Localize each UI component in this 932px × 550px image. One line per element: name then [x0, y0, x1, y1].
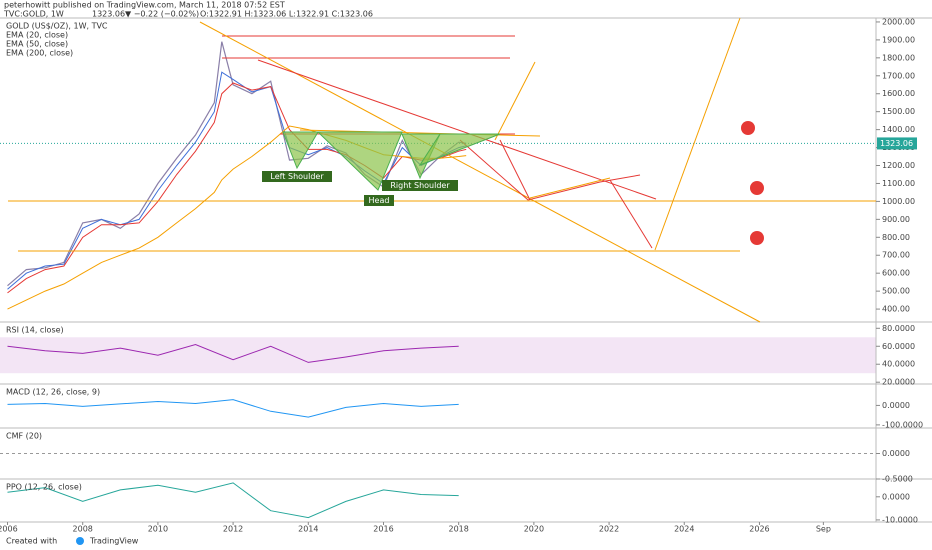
- y-tick-label: 80.0000: [882, 324, 915, 333]
- series-line: [7, 399, 459, 418]
- arrow: [494, 61, 536, 141]
- legend-entry: EMA (20, close): [6, 31, 68, 40]
- panel-title: CMF (20): [6, 432, 42, 441]
- arrow: [654, 17, 741, 251]
- y-tick-label: 1100.00: [882, 179, 915, 188]
- price-box: [877, 137, 917, 150]
- ohlc: O:1322.91 H:1323.06 L:1322.91 C:1323.06: [200, 10, 373, 19]
- legend-entry: EMA (200, close): [6, 49, 73, 58]
- pattern: [316, 131, 403, 191]
- y-tick-label: 400.00: [882, 305, 910, 314]
- y-tick-label: 40.0000: [882, 360, 915, 369]
- trendline: [299, 129, 541, 137]
- x-tick-label: 2014: [298, 525, 318, 534]
- rsi-band: [0, 337, 876, 374]
- x-tick-label: 2008: [73, 525, 93, 534]
- y-tick-label: 800.00: [882, 233, 910, 242]
- y-tick-label: 700.00: [882, 251, 910, 260]
- y-tick-label: 1600.00: [882, 89, 915, 98]
- x-tick-label: 2020: [524, 525, 544, 534]
- annotation: Head: [369, 196, 390, 205]
- y-tick-label: -100.0000: [882, 420, 923, 429]
- series-line: [7, 125, 467, 310]
- panel-title: GOLD (US$/OZ), 1W, TVC: [6, 22, 108, 31]
- x-tick-label: 2018: [448, 525, 468, 534]
- y-tick-label: -10.0000: [882, 515, 918, 524]
- annotation: Right Shoulder: [390, 181, 450, 190]
- plots: [0, 41, 876, 519]
- logo: [76, 537, 84, 545]
- series-line: [7, 482, 459, 519]
- price-label: 1323.06: [880, 139, 913, 148]
- x-tick-label: 2006: [0, 525, 18, 534]
- panel-title: MACD (12, 26, close, 9): [6, 388, 100, 397]
- x-tick-label: 2026: [749, 525, 769, 534]
- pattern: [418, 133, 501, 167]
- y-tick-label: 1500.00: [882, 107, 915, 116]
- trendline: [257, 59, 657, 200]
- marker: [750, 231, 764, 245]
- symbol: TVC:GOLD, 1W: [3, 10, 64, 19]
- x-tick-label: 2010: [148, 525, 168, 534]
- x-tick-label: 2024: [674, 525, 694, 534]
- frames: [0, 17, 932, 523]
- y-tick-label: 0.0000: [882, 449, 910, 458]
- panel-title: RSI (14, close): [6, 326, 64, 335]
- markers: [741, 121, 764, 245]
- y-tick-label: 60.0000: [882, 342, 915, 351]
- pattern: [282, 131, 319, 170]
- x-tick-label: 2016: [373, 525, 393, 534]
- annotation: Left Shoulder: [270, 172, 324, 181]
- y-tick-label: 2000.00: [882, 17, 915, 26]
- created: Created with: [6, 537, 57, 546]
- y-tick-label: 0.0000: [882, 401, 910, 410]
- panel-title: PPO (12, 26, close): [6, 483, 82, 492]
- y-tick-label: 900.00: [882, 215, 910, 224]
- y-tick-label: 1000.00: [882, 197, 915, 206]
- series-line: [7, 82, 467, 294]
- series-line: [7, 343, 459, 363]
- annotation-box: [364, 195, 394, 206]
- y-tick-label: 1200.00: [882, 161, 915, 170]
- y-tick-label: 1700.00: [882, 71, 915, 80]
- y-tick-label: 600.00: [882, 269, 910, 278]
- y-tick-label: 1900.00: [882, 35, 915, 44]
- y-tick-label: 0.0000: [882, 492, 910, 501]
- drawings: [8, 17, 876, 323]
- arrow: [529, 177, 611, 199]
- author: peterhowitt published on TradingView.com…: [4, 1, 285, 10]
- series-line: [7, 71, 467, 290]
- marker: [750, 181, 764, 195]
- marker: [741, 121, 755, 135]
- brand: TradingView: [89, 537, 139, 546]
- change: ▼ −0.22 (−0.02%): [125, 10, 199, 19]
- last: 1323.06: [92, 10, 125, 19]
- y-tick-label: 1400.00: [882, 125, 915, 134]
- x-tick-label: 2022: [599, 525, 619, 534]
- y-tick-label: -0.5000: [882, 475, 913, 484]
- y-tick-label: 500.00: [882, 287, 910, 296]
- y-tick-label: 20.0000: [882, 378, 915, 387]
- x-tick-label: 2012: [223, 525, 243, 534]
- x-tick-label: Sep: [816, 525, 831, 534]
- arrow: [459, 139, 641, 201]
- annotation-box: [262, 171, 332, 182]
- arrow: [499, 139, 531, 201]
- y-tick-label: 1800.00: [882, 53, 915, 62]
- annotation-box: [382, 180, 458, 191]
- legend-entry: EMA (50, close): [6, 40, 68, 49]
- arrow: [609, 179, 653, 249]
